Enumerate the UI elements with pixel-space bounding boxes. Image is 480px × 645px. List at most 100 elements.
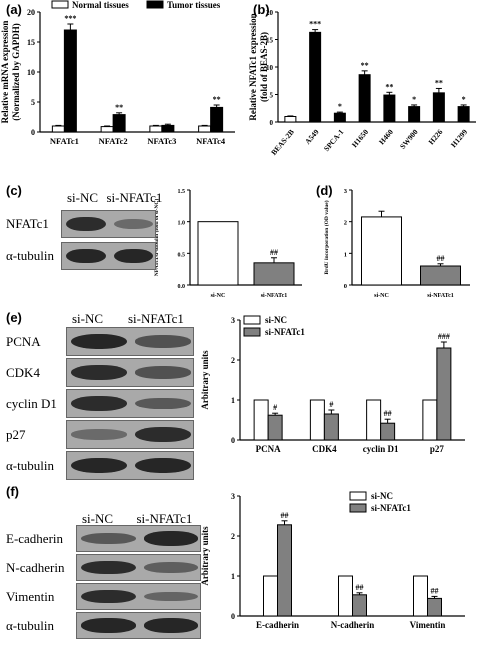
legend-swatch	[243, 327, 261, 337]
legend-label: si-NFATc1	[371, 503, 411, 513]
bar	[380, 422, 396, 441]
blot-strip	[66, 389, 194, 418]
y-tick-label: 3	[344, 188, 348, 195]
y-tick-label: 0.0	[178, 284, 186, 290]
panel-label-e: (e)	[6, 310, 22, 325]
y-tick-label: 0	[231, 612, 235, 621]
y-tick-label: 15	[266, 37, 274, 45]
blot-row-label: α-tubulin	[6, 457, 54, 473]
legend-label: si-NC	[265, 315, 287, 325]
bar	[333, 112, 346, 123]
y-tick-label: 2	[231, 532, 235, 541]
bar	[112, 114, 126, 133]
y-tick-label: 2	[344, 220, 347, 227]
blot-row-label: p27	[6, 426, 26, 442]
legend-swatch	[51, 0, 69, 9]
significance-mark: **	[115, 103, 123, 112]
category-label: H226	[427, 127, 445, 146]
legend-label: Normal tissues	[72, 0, 129, 10]
panel-label-b: (b)	[253, 2, 270, 17]
y-tick-label: 1.0	[178, 221, 186, 227]
y-tick-label: 1.5	[178, 189, 186, 195]
chart-e: 0 1 2 3 Arbitrary units # PCNA # CDK4 ## cyclin D1…	[200, 315, 465, 454]
blot-row-label: CDK4	[6, 364, 40, 380]
bar	[338, 575, 353, 617]
blot-row-label: Vimentin	[6, 588, 55, 604]
blot-band	[71, 457, 127, 474]
y-axis-title: Relative NFATc1 expression	[248, 13, 258, 120]
panel-label-c: (c)	[6, 183, 22, 198]
bar	[457, 106, 470, 123]
y-tick-label: 10	[27, 68, 35, 77]
blot-strip	[76, 612, 201, 639]
y-tick-label: 0	[270, 119, 274, 127]
blot-strip	[61, 210, 156, 238]
significance-mark: *	[338, 102, 342, 111]
blot-strip	[76, 554, 201, 581]
bar	[51, 125, 65, 133]
blot-band	[66, 216, 106, 232]
legend-label: si-NFATc1	[265, 327, 305, 337]
bar	[253, 262, 295, 286]
blot-lane-header: si-NC	[72, 311, 104, 326]
bar	[422, 399, 438, 441]
y-axis-title: BrdU incorporation (OD value)	[323, 200, 330, 274]
y-axis-title: (Normalized by GAPDH)	[11, 23, 21, 120]
blot-band	[81, 618, 136, 633]
bar	[253, 399, 269, 441]
bar	[263, 575, 278, 617]
y-tick-label: 20	[27, 8, 35, 17]
panel-label-a: (a)	[6, 2, 22, 17]
y-tick-label: 3	[231, 316, 235, 325]
blot-band	[135, 457, 191, 474]
blot-band	[71, 365, 127, 380]
category-label: H1299	[449, 127, 469, 149]
legend-swatch	[349, 503, 367, 513]
blot-strip	[66, 451, 194, 480]
blot-lane-header: si-NFATc1	[128, 311, 184, 326]
significance-mark: ***	[64, 14, 76, 23]
blot-band	[135, 427, 191, 442]
blot-band	[81, 589, 136, 604]
y-tick-label: 0	[231, 436, 235, 445]
blot-band	[143, 591, 198, 602]
bar	[361, 216, 402, 286]
significance-mark: #	[329, 400, 333, 409]
blot-lane-header: si-NC	[82, 511, 114, 526]
category-label: si-NFATc1	[261, 293, 288, 299]
blot-band	[135, 335, 191, 348]
significance-mark: **	[361, 61, 369, 70]
bar	[267, 414, 283, 441]
blot-row-label: α-tubulin	[6, 248, 54, 263]
category-label: H1650	[350, 127, 370, 149]
y-tick-label: 0	[31, 128, 35, 137]
bar	[366, 399, 382, 441]
category-label: NFATc1	[50, 136, 79, 146]
y-tick-label: 20	[266, 9, 274, 17]
blot-strip	[61, 242, 156, 270]
bar	[420, 265, 461, 286]
y-tick-label: 5	[31, 98, 35, 107]
category-label: NFATc4	[196, 136, 226, 146]
bar	[277, 524, 292, 617]
category-label: Vimentin	[410, 620, 446, 630]
blot-strip	[76, 583, 201, 610]
category-label: SPCA-1	[322, 127, 346, 153]
blot-band	[135, 366, 191, 379]
bar	[408, 106, 421, 123]
y-tick-label: 0.5	[178, 252, 186, 258]
category-label: si-NC	[374, 293, 389, 299]
category-label: BEAS-2B	[269, 128, 296, 157]
bar	[413, 575, 428, 617]
blot-row-label: cyclin D1	[6, 395, 57, 411]
blot-band	[113, 219, 153, 229]
panel-label-f: (f)	[6, 484, 19, 499]
category-label: cyclin D1	[363, 444, 399, 454]
blot-band	[113, 248, 153, 264]
significance-mark: ##	[281, 511, 289, 520]
significance-mark: ##	[356, 583, 364, 592]
y-tick-label: 3	[231, 492, 235, 501]
bar	[210, 106, 224, 133]
bar	[161, 124, 175, 133]
category-label: N-cadherin	[331, 620, 375, 630]
